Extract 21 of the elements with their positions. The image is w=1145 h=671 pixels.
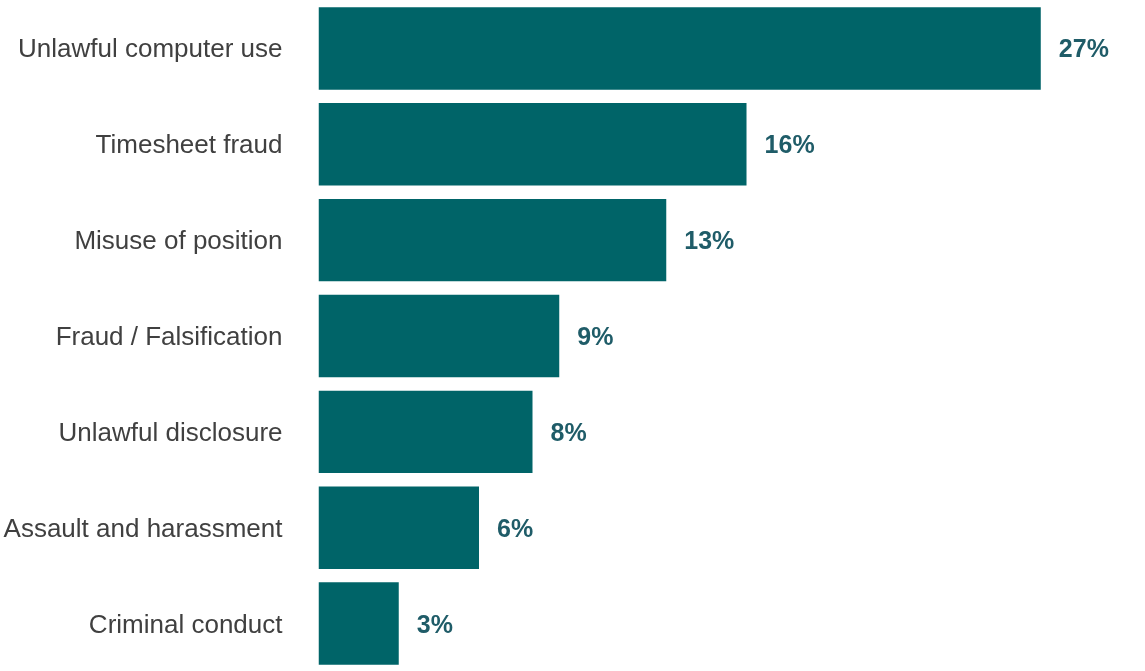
bar <box>318 390 533 474</box>
data-label: 9% <box>577 322 614 350</box>
bar <box>318 294 560 378</box>
bar <box>318 7 1041 90</box>
bar <box>318 582 399 665</box>
y-tick-label: Misuse of position <box>74 225 283 256</box>
data-label: 16% <box>764 130 815 159</box>
y-tick-label: Criminal conduct <box>88 608 284 639</box>
data-label: 3% <box>416 609 453 638</box>
bar <box>318 486 479 569</box>
y-tick-label: Timesheet fraud <box>95 129 283 160</box>
y-tick-label: Fraud / Falsification <box>55 321 283 351</box>
y-tick-label: Unlawful disclosure <box>58 416 283 447</box>
data-label: 6% <box>497 513 534 542</box>
bar <box>318 103 747 186</box>
bar <box>318 198 667 282</box>
data-label: 27% <box>1058 34 1109 63</box>
y-tick-label: Assault and harassment <box>3 512 284 543</box>
y-tick-label: Unlawful computer use <box>18 33 283 64</box>
data-label: 13% <box>684 226 735 255</box>
data-label: 8% <box>550 417 587 446</box>
